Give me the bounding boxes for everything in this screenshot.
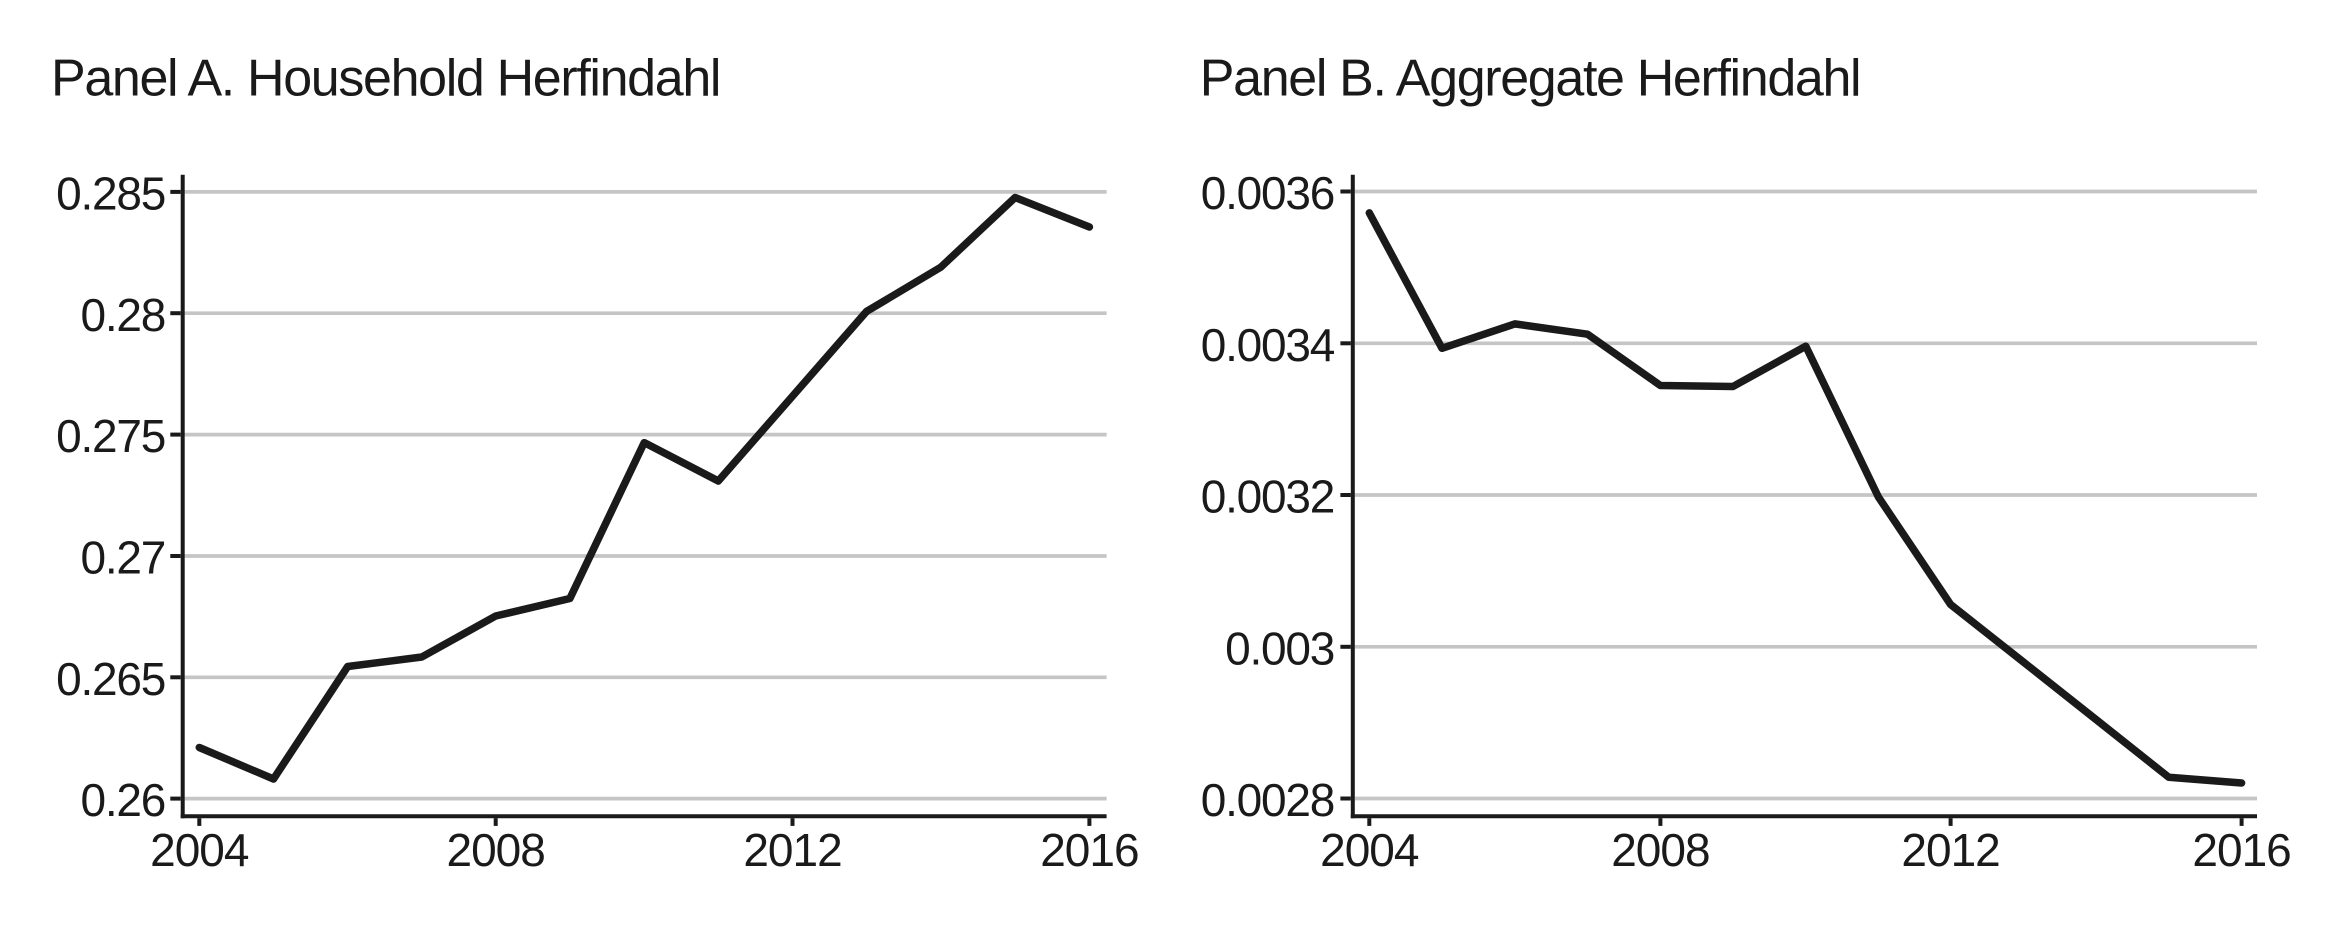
svg-text:0.285: 0.285 xyxy=(56,168,165,220)
svg-text:2012: 2012 xyxy=(1901,824,1999,876)
svg-text:0.265: 0.265 xyxy=(56,653,165,705)
svg-text:0.26: 0.26 xyxy=(80,774,165,826)
svg-text:0.27: 0.27 xyxy=(80,532,165,584)
svg-text:2016: 2016 xyxy=(2192,824,2290,876)
svg-text:0.0034: 0.0034 xyxy=(1201,319,1335,371)
svg-text:Panel B. Aggregate Herfindahl: Panel B. Aggregate Herfindahl xyxy=(1200,50,1860,108)
svg-text:0.0032: 0.0032 xyxy=(1201,471,1335,523)
svg-text:0.275: 0.275 xyxy=(56,410,165,462)
svg-text:0.0028: 0.0028 xyxy=(1201,774,1335,826)
svg-text:2004: 2004 xyxy=(1320,824,1419,876)
svg-text:2008: 2008 xyxy=(1611,824,1709,876)
svg-text:2016: 2016 xyxy=(1040,824,1138,876)
svg-text:2008: 2008 xyxy=(447,824,545,876)
svg-text:2004: 2004 xyxy=(150,824,249,876)
svg-text:Panel A. Household Herfindahl: Panel A. Household Herfindahl xyxy=(51,50,720,108)
svg-text:0.0036: 0.0036 xyxy=(1201,167,1335,219)
svg-text:2012: 2012 xyxy=(743,824,841,876)
svg-text:0.28: 0.28 xyxy=(80,289,165,341)
svg-text:0.003: 0.003 xyxy=(1225,622,1334,674)
